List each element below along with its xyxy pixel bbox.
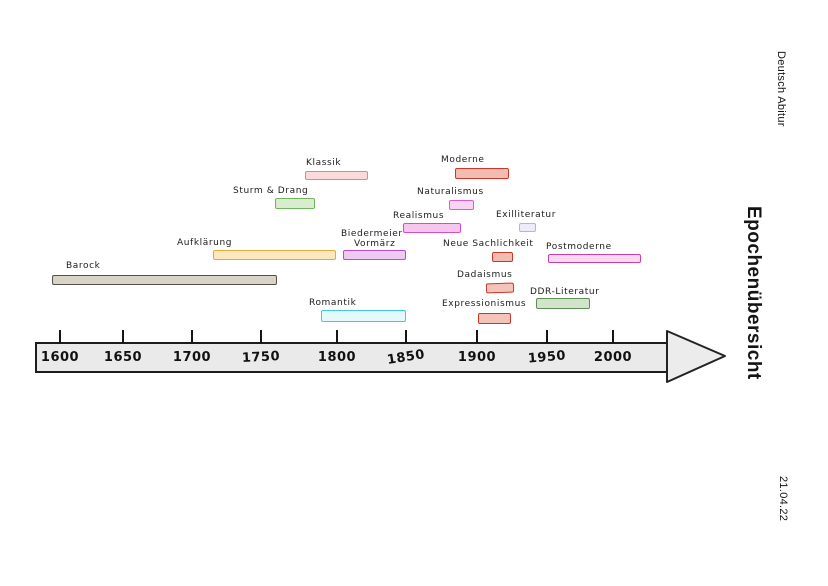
epoch-bar-biedermeier-vorm-rz: [343, 250, 406, 260]
epoch-bar-ddr-literatur: [536, 298, 590, 309]
epoch-label-exilliteratur: Exilliteratur: [496, 210, 557, 220]
epoch-label-barock: Barock: [66, 261, 101, 271]
epoch-label-biedermeier-vorm-rz: Biedermeier: [341, 229, 403, 239]
epoch-label-realismus: Realismus: [393, 211, 445, 221]
timeline-axis-bar: [35, 342, 668, 373]
epoch-label-dadaismus: Dadaismus: [457, 270, 513, 280]
axis-year-label-1800: 1800: [317, 350, 357, 365]
epoch-label-romantik: Romantik: [309, 298, 357, 308]
axis-year-label-1700: 1700: [172, 350, 212, 365]
epoch-bar-realismus: [403, 223, 461, 233]
axis-tick-1950: [546, 330, 548, 343]
epoch-bar-neue-sachlichkeit: [492, 252, 513, 262]
epoch-bar-dadaismus: [485, 282, 515, 294]
axis-year-label-1600: 1600: [40, 350, 80, 365]
epoch-bar-klassik: [305, 171, 368, 180]
axis-year-label-1650: 1650: [103, 350, 143, 365]
epoch-label-neue-sachlichkeit: Neue Sachlichkeit: [443, 239, 534, 249]
axis-year-label-1900: 1900: [457, 350, 497, 365]
epoch-bar-postmoderne: [548, 254, 641, 263]
epoch-bar-naturalismus: [449, 200, 474, 210]
axis-tick-2000: [612, 330, 614, 343]
epoch-label-postmoderne: Postmoderne: [546, 242, 612, 252]
axis-tick-1900: [476, 330, 478, 343]
axis-tick-1600: [59, 330, 61, 343]
axis-tick-1650: [122, 330, 124, 343]
epoch-label-aufkl-rung: Aufklärung: [177, 238, 233, 248]
axis-tick-1700: [191, 330, 193, 343]
page-date-vertical: 21.04.22: [777, 476, 789, 522]
page-header-vertical: Deutsch Abitur: [775, 51, 787, 127]
epoch-bar-moderne: [455, 168, 509, 179]
epoch-bar-exilliteratur: [519, 223, 536, 232]
epoch-label-moderne: Moderne: [441, 155, 485, 165]
epoch-label-klassik: Klassik: [306, 158, 342, 168]
epoch-bar-sturm-drang: [275, 198, 315, 209]
epoch-bar-barock: [52, 275, 277, 285]
page-title-vertical: Epochenübersicht: [743, 206, 764, 380]
epoch-label-ddr-literatur: DDR-Literatur: [530, 287, 600, 297]
axis-year-label-2000: 2000: [593, 350, 633, 365]
axis-tick-1800: [336, 330, 338, 343]
epoch-label-sturm-drang: Sturm & Drang: [233, 186, 309, 196]
timeline-arrowhead-icon: [666, 330, 726, 383]
epoch-bar-expressionismus: [478, 313, 511, 324]
axis-year-label-1750: 1750: [241, 349, 281, 366]
epoch-bar-aufkl-rung: [213, 250, 336, 260]
epoch-bar-romantik: [321, 310, 406, 322]
epoch-label-expressionismus: Expressionismus: [442, 299, 527, 309]
axis-tick-1850: [405, 330, 407, 343]
axis-tick-1750: [260, 330, 262, 343]
epoch-label-biedermeier-vorm-rz: Vormärz: [354, 239, 396, 249]
epoch-label-naturalismus: Naturalismus: [417, 187, 484, 197]
